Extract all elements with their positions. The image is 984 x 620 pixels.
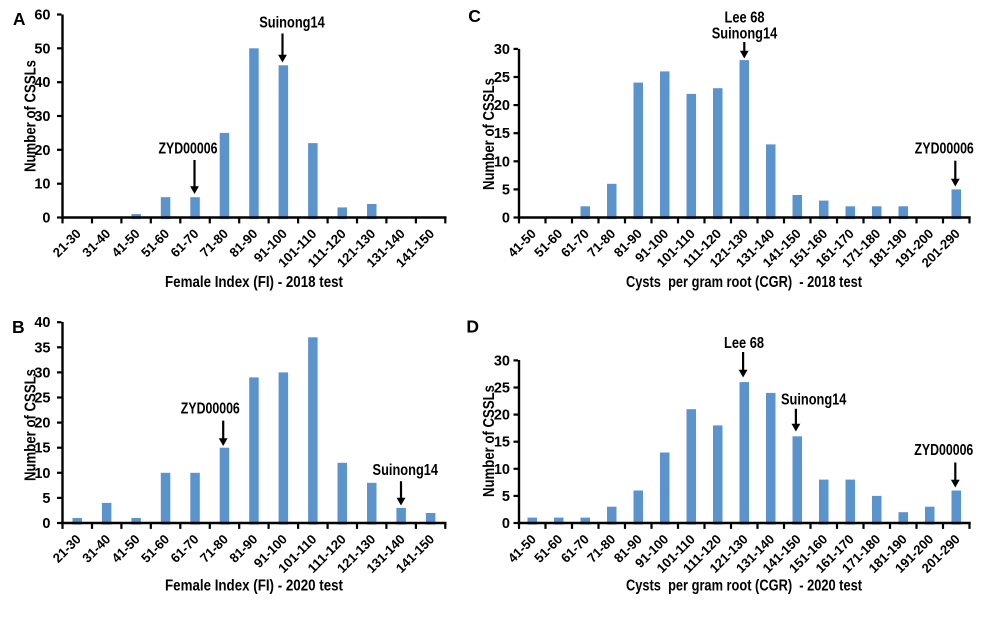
svg-text:Female Index (FI) - 2018 test: Female Index (FI) - 2018 test [165,274,343,291]
svg-text:Number of CSSLs: Number of CSSLs [481,385,498,497]
svg-text:30: 30 [34,365,50,381]
svg-text:C: C [468,6,481,26]
svg-text:0: 0 [502,211,510,227]
svg-text:15: 15 [494,126,510,142]
svg-text:Female Index (FI) - 2020 test: Female Index (FI) - 2020 test [165,578,343,595]
svg-text:5: 5 [502,182,510,198]
svg-text:Suinong14: Suinong14 [781,392,847,409]
svg-text:20: 20 [34,416,50,432]
svg-text:Suinong14: Suinong14 [259,15,325,32]
svg-text:50: 50 [34,41,50,57]
svg-text:Cysts per gram root (CGR) -: Cysts per gram root (CGR) - 2018 test [626,274,862,291]
svg-text:D: D [466,317,479,337]
svg-text:Cysts per gram root (CGR) -: Cysts per gram root (CGR) - 2020 test [626,578,862,595]
svg-text:20: 20 [494,98,510,114]
svg-text:5: 5 [502,489,510,505]
svg-text:0: 0 [502,516,510,532]
svg-text:ZYD00006: ZYD00006 [159,141,218,158]
svg-text:25: 25 [34,391,50,407]
svg-text:ZYD00006: ZYD00006 [914,442,973,459]
svg-text:20: 20 [494,408,510,424]
svg-text:15: 15 [494,435,510,451]
svg-text:30: 30 [34,109,50,125]
svg-text:40: 40 [34,315,50,331]
svg-text:30: 30 [494,42,510,58]
svg-text:35: 35 [34,340,50,356]
svg-text:15: 15 [34,441,50,457]
svg-text:10: 10 [34,177,50,193]
svg-text:40: 40 [34,75,50,91]
svg-text:Number of CSSLs: Number of CSSLs [481,78,498,190]
svg-text:Number of CSSLs: Number of CSSLs [23,60,40,172]
svg-text:25: 25 [494,381,510,397]
svg-text:Suinong14: Suinong14 [712,25,778,42]
svg-text:ZYD00006: ZYD00006 [181,400,240,417]
svg-text:25: 25 [494,70,510,86]
svg-text:Lee 68: Lee 68 [724,335,764,352]
svg-text:20: 20 [34,143,50,159]
svg-text:10: 10 [494,154,510,170]
svg-text:Number of CSSLs: Number of CSSLs [23,369,40,481]
svg-text:0: 0 [42,211,50,227]
svg-text:5: 5 [42,491,50,507]
svg-text:10: 10 [494,462,510,478]
svg-text:0: 0 [42,516,50,532]
svg-text:Suinong14: Suinong14 [373,462,439,479]
svg-text:30: 30 [494,353,510,369]
svg-text:B: B [12,317,25,337]
svg-text:60: 60 [34,8,50,24]
svg-text:Lee 68: Lee 68 [725,10,765,27]
svg-text:ZYD00006: ZYD00006 [915,140,974,157]
svg-text:10: 10 [34,466,50,482]
svg-text:A: A [13,9,26,29]
